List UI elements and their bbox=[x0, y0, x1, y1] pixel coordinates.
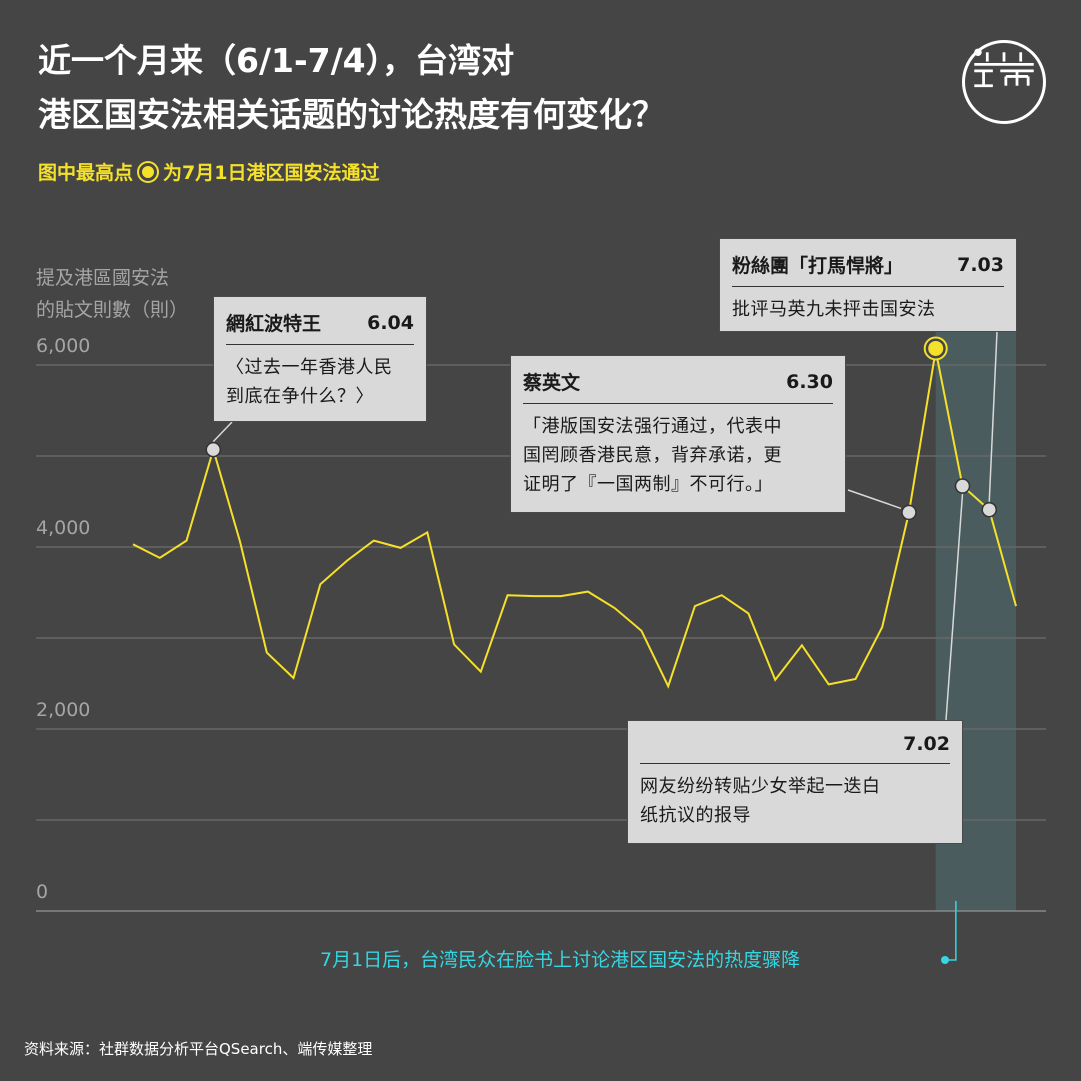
annotation-text-line: 〈过去一年香港人民 bbox=[226, 357, 393, 378]
y-axis-title-line-1: 提及港區國安法 bbox=[36, 267, 170, 289]
chart-title: 近一个月来（6/1-7/4），台湾对 港区国安法相关话题的讨论热度有何变化？ bbox=[38, 34, 665, 142]
annotation-date-6-04: 6.04 bbox=[367, 311, 414, 334]
annotation-callout-6-30: 蔡英文 6.30 「港版国安法强行通过，代表中 国罔顾香港民意，背弃承诺，更 证… bbox=[510, 355, 846, 513]
annotation-text-line: 「港版国安法强行通过，代表中 bbox=[523, 416, 782, 437]
annotation-leader-7-2 bbox=[945, 493, 964, 721]
annotation-callout-7-02: 7.02 网友纷纷转贴少女举起一迭白 纸抗议的报导 bbox=[627, 720, 963, 844]
annotation-title-7-03: 粉絲團「打馬悍將」 bbox=[732, 255, 904, 277]
annotation-body-6-30: 「港版国安法强行通过，代表中 国罔顾香港民意，背弃承诺，更 证明了『一国两制』不… bbox=[511, 404, 845, 509]
annotation-body-7-03: 批评马英九未抨击国安法 bbox=[720, 287, 1016, 334]
peak-marker bbox=[925, 337, 947, 359]
annotation-header-6-30: 蔡英文 6.30 bbox=[523, 356, 833, 404]
annotation-header-6-04: 網紅波特王 6.04 bbox=[226, 297, 414, 345]
annotation-title-6-30: 蔡英文 bbox=[523, 372, 581, 394]
note-connector-dot bbox=[941, 956, 949, 964]
y-tick-label-0: 0 bbox=[36, 881, 49, 903]
chart-subtitle: 图中最高点 为7月1日港区国安法通过 bbox=[38, 158, 379, 185]
annotation-marker-6-30 bbox=[901, 504, 917, 521]
y-tick-label-4000: 4,000 bbox=[36, 517, 91, 539]
y-axis-title-line-2: 的貼文則數（則） bbox=[36, 299, 189, 321]
y-axis-title: 提及港區國安法 的貼文則數（則） bbox=[36, 262, 188, 326]
annotation-marker-6-4 bbox=[205, 441, 222, 458]
annotation-date-7-02: 7.02 bbox=[903, 733, 950, 755]
annotation-text-line: 国罔顾香港民意，背弃承诺，更 bbox=[523, 445, 782, 466]
annotation-leader-7-3 bbox=[988, 331, 998, 502]
peak-marker-ring bbox=[923, 336, 948, 361]
subtitle-text-after: 为7月1日港区国安法通过 bbox=[163, 162, 380, 184]
annotation-leader-6-4 bbox=[212, 421, 233, 443]
data-source: 资料来源：社群数据分析平台QSearch、端传媒整理 bbox=[24, 1040, 373, 1058]
annotation-date-7-03: 7.03 bbox=[957, 253, 1004, 276]
annotation-text-line: 到底在争什么？〉 bbox=[226, 386, 374, 407]
annotation-body-7-02: 网友纷纷转贴少女举起一迭白 纸抗议的报导 bbox=[628, 764, 962, 840]
annotation-text-line: 证明了『一国两制』不可行。」 bbox=[523, 474, 773, 495]
annotation-leader-6-30 bbox=[847, 489, 902, 510]
title-line-1: 近一个月来（6/1-7/4），台湾对 bbox=[38, 41, 515, 80]
y-tick-label-2000: 2,000 bbox=[36, 699, 91, 721]
highlight-note: 7月1日后，台湾民众在脸书上讨论港区国安法的热度骤降 bbox=[320, 949, 801, 971]
annotation-marker-7-3 bbox=[981, 501, 997, 518]
annotation-text-line: 纸抗议的报导 bbox=[640, 805, 751, 826]
annotation-callout-7-03: 粉絲團「打馬悍將」 7.03 批评马英九未抨击国安法 bbox=[719, 238, 1017, 332]
peak-marker-icon bbox=[139, 162, 158, 181]
annotation-body-6-04: 〈过去一年香港人民 到底在争什么？〉 bbox=[214, 345, 426, 421]
subtitle-text-before: 图中最高点 bbox=[38, 162, 134, 184]
brand-logo-icon bbox=[974, 48, 1034, 88]
annotation-header-7-02: 7.02 bbox=[640, 721, 950, 764]
annotation-date-6-30: 6.30 bbox=[786, 370, 833, 393]
annotation-title-6-04: 網紅波特王 bbox=[226, 313, 322, 335]
annotation-callout-6-04: 網紅波特王 6.04 〈过去一年香港人民 到底在争什么？〉 bbox=[213, 296, 427, 422]
annotation-header-7-03: 粉絲團「打馬悍將」 7.03 bbox=[732, 239, 1004, 287]
annotation-marker-7-2 bbox=[954, 478, 971, 494]
series-line bbox=[132, 350, 1017, 689]
brand-logo bbox=[962, 40, 1046, 124]
y-tick-label-6000: 6,000 bbox=[36, 335, 91, 357]
title-line-2: 港区国安法相关话题的讨论热度有何变化？ bbox=[38, 95, 665, 134]
annotation-text-line: 网友纷纷转贴少女举起一迭白 bbox=[640, 776, 881, 797]
annotation-text-line: 批评马英九未抨击国安法 bbox=[732, 299, 936, 320]
